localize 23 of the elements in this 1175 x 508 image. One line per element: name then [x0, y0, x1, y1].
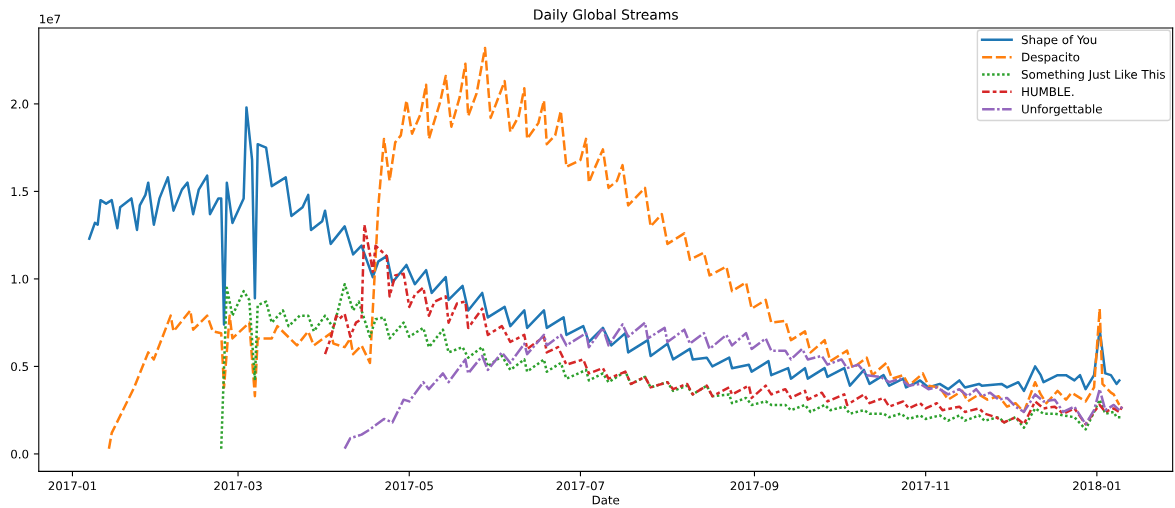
legend-label: Something Just Like This [1021, 69, 1165, 82]
line-series [88, 106, 1121, 393]
y-tick-label: 2.0 [11, 99, 29, 109]
x-axis-title: Date [592, 495, 620, 505]
chart-title: Daily Global Streams [534, 9, 678, 23]
legend-label: Despacito [1022, 52, 1080, 64]
text: 1e7 [40, 14, 61, 24]
x-tick-label: 2017-01 [48, 481, 97, 491]
legend-label: HUMBLE. [1022, 87, 1074, 97]
y-tick-label: 0.0 [11, 449, 29, 459]
x-tick-label: 2017-11 [901, 481, 950, 491]
legend-label: Shape of You [1021, 35, 1097, 47]
x-tick-label: 2017-07 [556, 481, 605, 491]
line-series [323, 223, 1124, 426]
line-series [343, 321, 1124, 450]
legend-label: Unforgettable [1022, 104, 1102, 116]
y-tick-label: 0.5 [11, 362, 29, 372]
y-tick-label: 1.5 [11, 187, 29, 197]
x-tick-label: 2018-01 [1073, 481, 1121, 491]
x-tick-label: 2017-09 [730, 481, 779, 491]
x-tick-label: 2017-03 [214, 481, 262, 491]
x-tick-label: 2017-05 [385, 481, 433, 491]
y-tick-label: 1.0 [11, 274, 29, 284]
